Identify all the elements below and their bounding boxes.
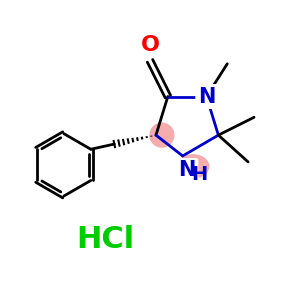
Text: HCl: HCl <box>76 225 134 254</box>
Ellipse shape <box>177 154 209 178</box>
Text: N: N <box>198 86 215 106</box>
Ellipse shape <box>149 122 175 148</box>
Text: N: N <box>178 160 196 180</box>
Text: O: O <box>140 35 160 56</box>
Text: H: H <box>191 165 207 184</box>
